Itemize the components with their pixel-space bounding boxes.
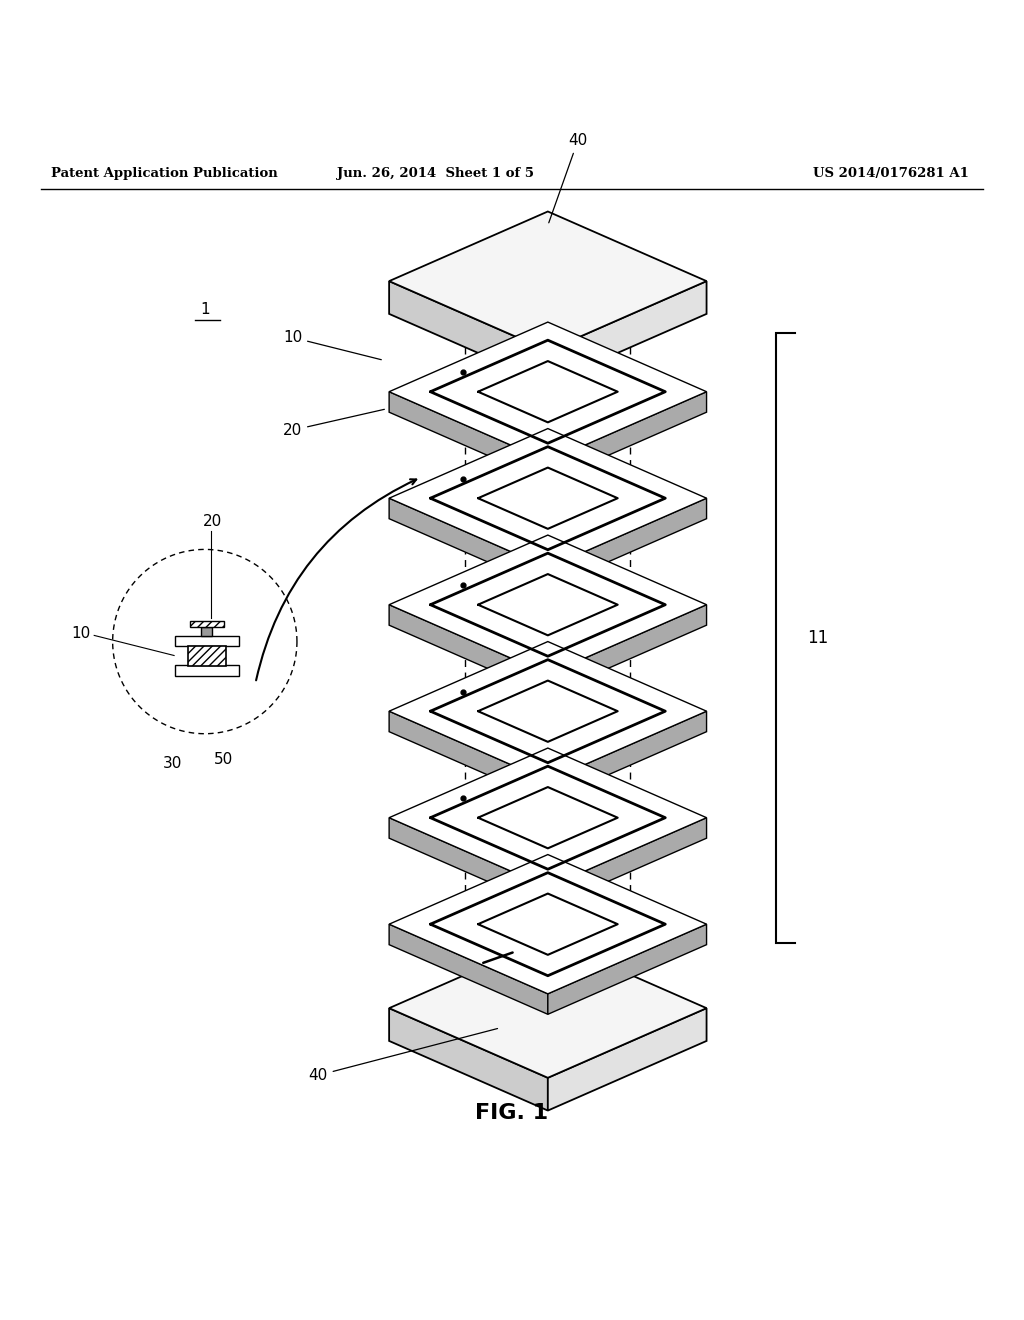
Polygon shape — [548, 281, 707, 384]
Polygon shape — [548, 711, 707, 801]
Text: 10: 10 — [71, 626, 90, 642]
Polygon shape — [389, 322, 707, 462]
Text: Patent Application Publication: Patent Application Publication — [51, 168, 278, 180]
Polygon shape — [389, 642, 707, 781]
Polygon shape — [548, 498, 707, 589]
Polygon shape — [389, 605, 548, 694]
Polygon shape — [389, 748, 707, 887]
FancyBboxPatch shape — [175, 665, 239, 676]
Text: 20: 20 — [204, 513, 222, 529]
Polygon shape — [389, 498, 548, 589]
Polygon shape — [548, 392, 707, 482]
Polygon shape — [389, 281, 548, 384]
Polygon shape — [389, 854, 707, 994]
Text: 50: 50 — [214, 752, 233, 767]
Polygon shape — [389, 711, 548, 801]
Text: 11: 11 — [807, 628, 828, 647]
FancyBboxPatch shape — [187, 647, 226, 665]
Polygon shape — [548, 924, 707, 1014]
Text: FIG. 1: FIG. 1 — [475, 1102, 549, 1122]
Text: Jun. 26, 2014  Sheet 1 of 5: Jun. 26, 2014 Sheet 1 of 5 — [337, 168, 534, 180]
Polygon shape — [389, 924, 548, 1014]
FancyBboxPatch shape — [175, 636, 239, 647]
Text: 1: 1 — [200, 302, 210, 317]
Polygon shape — [548, 817, 707, 908]
Text: 40: 40 — [308, 1028, 498, 1082]
Polygon shape — [189, 622, 224, 627]
Text: 10: 10 — [283, 330, 381, 360]
Polygon shape — [389, 939, 707, 1078]
Polygon shape — [548, 1008, 707, 1110]
Polygon shape — [389, 535, 707, 675]
Polygon shape — [389, 1008, 548, 1110]
Polygon shape — [389, 211, 707, 351]
Text: 20: 20 — [283, 409, 384, 438]
Text: 30: 30 — [163, 756, 182, 771]
Polygon shape — [548, 605, 707, 694]
Polygon shape — [202, 627, 212, 636]
Polygon shape — [389, 429, 707, 568]
Polygon shape — [389, 392, 548, 482]
Text: 40: 40 — [549, 133, 588, 223]
Polygon shape — [389, 817, 548, 908]
Text: US 2014/0176281 A1: US 2014/0176281 A1 — [813, 168, 969, 180]
